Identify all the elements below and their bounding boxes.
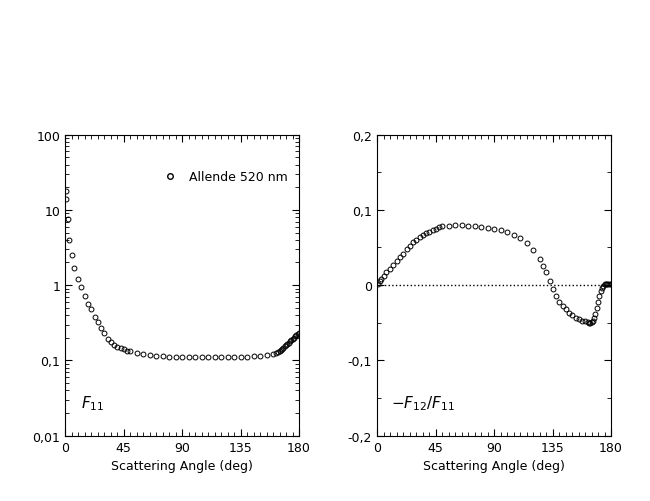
Text: $F_{11}$: $F_{11}$ <box>81 393 105 412</box>
Text: $-F_{12}/F_{11}$: $-F_{12}/F_{11}$ <box>391 393 455 412</box>
X-axis label: Scattering Angle (deg): Scattering Angle (deg) <box>423 459 565 472</box>
Legend: Allende 520 nm: Allende 520 nm <box>153 165 292 188</box>
X-axis label: Scattering Angle (deg): Scattering Angle (deg) <box>111 459 253 472</box>
